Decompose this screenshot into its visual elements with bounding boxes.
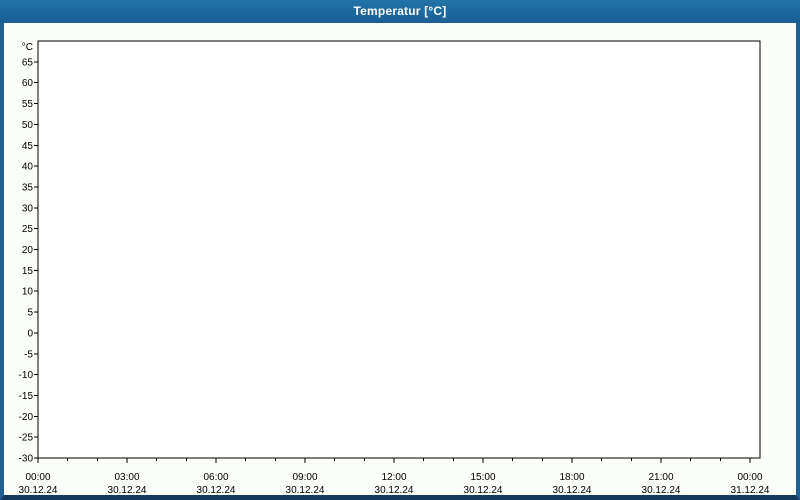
svg-text:31.12.24: 31.12.24	[731, 485, 770, 495]
svg-text:65: 65	[22, 57, 34, 68]
svg-text:21:00: 21:00	[648, 472, 673, 483]
svg-text:-25: -25	[19, 433, 34, 444]
svg-text:30.12.24: 30.12.24	[464, 485, 503, 495]
svg-text:30.12.24: 30.12.24	[553, 485, 592, 495]
y-axis-unit: °C	[22, 42, 33, 53]
svg-text:30.12.24: 30.12.24	[108, 485, 147, 495]
svg-text:20: 20	[22, 245, 34, 256]
svg-text:60: 60	[22, 78, 34, 89]
svg-text:30.12.24: 30.12.24	[19, 485, 58, 495]
svg-text:-15: -15	[19, 391, 34, 402]
svg-text:30: 30	[22, 203, 34, 214]
plot-frame	[37, 40, 761, 459]
svg-text:-20: -20	[19, 412, 34, 423]
svg-text:30.12.24: 30.12.24	[642, 485, 681, 495]
svg-text:15: 15	[22, 266, 34, 277]
temperature-chart: -30 -25 -20 -15 -10 -5 0 5 10 15 20 25 30 35 40 45 50 55 6…	[19, 40, 770, 495]
svg-text:30.12.24: 30.12.24	[286, 485, 325, 495]
svg-text:03:00: 03:00	[114, 472, 139, 483]
svg-text:00:00: 00:00	[737, 472, 762, 483]
svg-text:40: 40	[22, 162, 34, 173]
svg-text:12:00: 12:00	[381, 472, 406, 483]
svg-text:25: 25	[22, 224, 34, 235]
y-axis-labels: -30 -25 -20 -15 -10 -5 0 5 10 15 20 25 30 35 40 45 50 55 6…	[19, 42, 38, 465]
chart-area: -30 -25 -20 -15 -10 -5 0 5 10 15 20 25 30 35 40 45 50 55 6…	[0, 23, 800, 495]
svg-text:-30: -30	[19, 454, 34, 465]
svg-text:10: 10	[22, 287, 34, 298]
svg-text:18:00: 18:00	[559, 472, 584, 483]
svg-text:50: 50	[22, 120, 34, 131]
svg-text:0: 0	[27, 328, 33, 339]
svg-text:30.12.24: 30.12.24	[375, 485, 414, 495]
x-axis-labels: 00:00 30.12.24 03:00 30.12.24 06:00 30.12.24 0…	[19, 458, 770, 495]
window-title: Temperatur [°C]	[353, 4, 447, 18]
svg-text:5: 5	[27, 308, 33, 319]
svg-text:-10: -10	[19, 370, 34, 381]
svg-text:55: 55	[22, 99, 34, 110]
svg-text:30.12.24: 30.12.24	[197, 485, 236, 495]
svg-text:35: 35	[22, 182, 34, 193]
svg-text:09:00: 09:00	[292, 472, 317, 483]
window-title-bar[interactable]: Temperatur [°C]	[0, 0, 800, 23]
svg-text:06:00: 06:00	[203, 472, 228, 483]
svg-text:15:00: 15:00	[470, 472, 495, 483]
svg-text:00:00: 00:00	[25, 472, 50, 483]
svg-text:-5: -5	[24, 349, 33, 360]
svg-text:45: 45	[22, 141, 34, 152]
